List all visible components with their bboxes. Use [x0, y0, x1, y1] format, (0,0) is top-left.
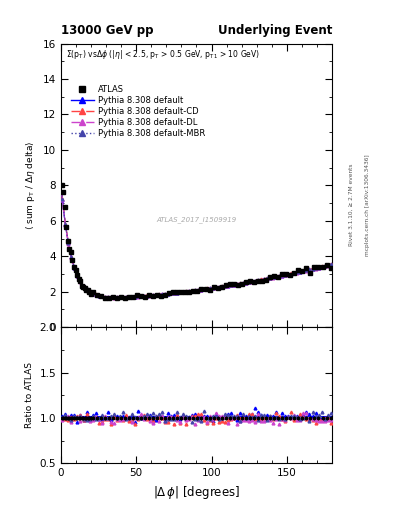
Y-axis label: Ratio to ATLAS: Ratio to ATLAS: [25, 362, 34, 428]
Bar: [61, 417, 332, 419]
Text: $\Sigma$(p$_\mathrm{T}$) vs$\Delta\phi$ (|$\eta$| < 2.5, p$_\mathrm{T}$ > 0.5 Ge: $\Sigma$(p$_\mathrm{T}$) vs$\Delta\phi$ …: [66, 48, 261, 61]
Text: 13000 GeV pp: 13000 GeV pp: [61, 24, 153, 37]
Text: ATLAS_2017_I1509919: ATLAS_2017_I1509919: [156, 216, 237, 223]
Text: mcplots.cern.ch [arXiv:1306.3436]: mcplots.cern.ch [arXiv:1306.3436]: [365, 154, 370, 255]
X-axis label: $|\Delta\,\phi|$ [degrees]: $|\Delta\,\phi|$ [degrees]: [153, 484, 240, 501]
Text: Rivet 3.1.10, ≥ 2.7M events: Rivet 3.1.10, ≥ 2.7M events: [349, 163, 354, 246]
Y-axis label: $\langle$ sum p$_\mathrm{T}$ / $\Delta\eta$ delta$\rangle$: $\langle$ sum p$_\mathrm{T}$ / $\Delta\e…: [24, 141, 37, 230]
Text: Underlying Event: Underlying Event: [218, 24, 332, 37]
Legend: ATLAS, Pythia 8.308 default, Pythia 8.308 default-CD, Pythia 8.308 default-DL, P: ATLAS, Pythia 8.308 default, Pythia 8.30…: [70, 84, 205, 138]
